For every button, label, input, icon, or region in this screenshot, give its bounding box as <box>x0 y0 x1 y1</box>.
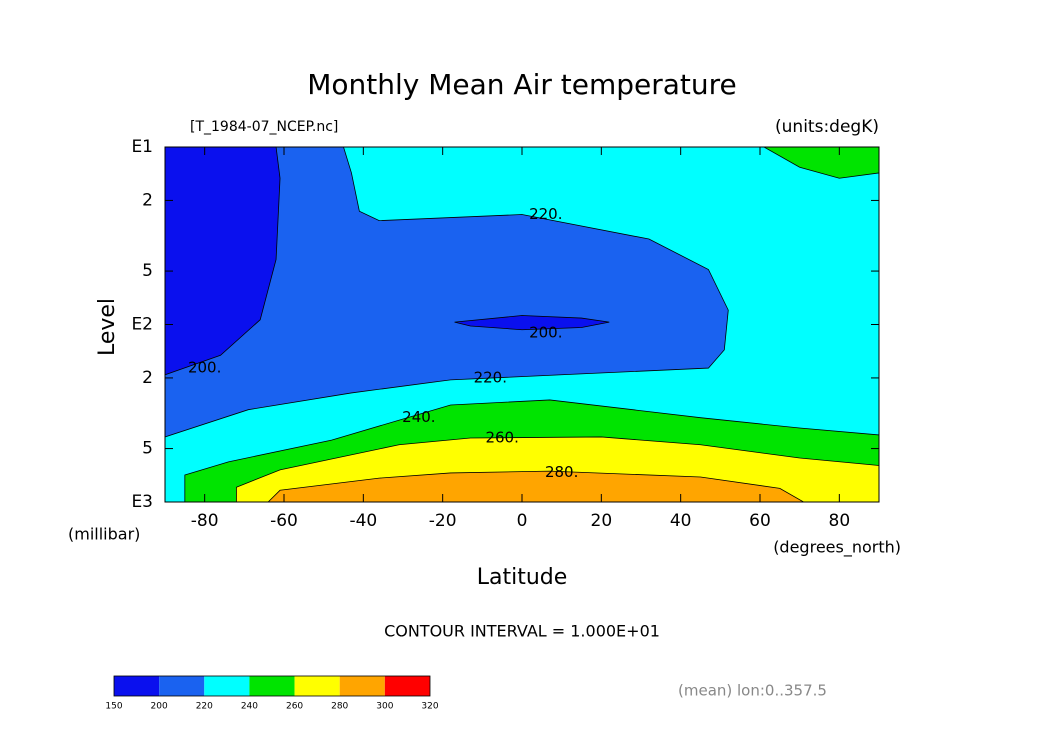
contour-region <box>763 147 879 179</box>
colorbar-segment <box>384 676 430 696</box>
x-tick-label: -20 <box>429 511 457 531</box>
contour-label: 220. <box>529 205 562 223</box>
colorbar-segment <box>159 676 205 696</box>
x-tick-label: 60 <box>749 511 771 531</box>
y-axis-label: Level <box>95 298 120 356</box>
x-tick-label: -80 <box>191 511 219 531</box>
x-tick-label: 80 <box>829 511 851 531</box>
contour-label: 280. <box>545 463 578 481</box>
y-tick-label: E1 <box>131 137 153 157</box>
colorbar-label: 240 <box>241 702 258 712</box>
y-tick-label: 5 <box>142 439 153 459</box>
contour-label: 220. <box>474 368 507 386</box>
x-tick-label: -40 <box>349 511 377 531</box>
contour-label: 240. <box>402 408 435 426</box>
colorbar-segment <box>294 676 340 696</box>
contour-region <box>165 147 729 438</box>
contour-label: 200. <box>529 324 562 342</box>
x-tick-label: -60 <box>270 511 298 531</box>
colorbar-label: 300 <box>376 702 393 712</box>
contour-label: 260. <box>485 429 518 447</box>
x-units: (degrees_north) <box>773 538 901 558</box>
y-tick-label: E3 <box>131 492 153 512</box>
contour-region <box>267 470 805 502</box>
units: (units:degK) <box>775 117 879 137</box>
footer: CONTOUR INTERVAL = 1.000E+01 <box>384 622 660 641</box>
colorbar-label: 260 <box>286 702 303 712</box>
contour-fill <box>165 147 879 502</box>
colorbar-segment <box>114 676 160 696</box>
y-tick-label: 2 <box>142 368 153 388</box>
colorbar-label: 200 <box>151 702 168 712</box>
colorbar-label: 150 <box>105 702 122 712</box>
y-tick-label: E2 <box>131 315 153 335</box>
contour-label: 200. <box>188 359 221 377</box>
dataset: [T_1984-07_NCEP.nc] <box>190 119 338 135</box>
y-tick-label: 2 <box>142 190 153 210</box>
x-tick-label: 0 <box>517 511 528 531</box>
x-tick-label: 40 <box>670 511 692 531</box>
colorbar-label: 320 <box>421 702 438 712</box>
y-units: (millibar) <box>68 525 140 544</box>
y-tick-label: 5 <box>142 261 153 281</box>
contour-region <box>165 147 281 376</box>
x-axis-label: Latitude <box>477 565 568 590</box>
note: (mean) lon:0..357.5 <box>678 682 827 700</box>
colorbar-label: 220 <box>196 702 213 712</box>
overlay: 220. 200. 200. 220. 240. 260. 280. -80 -60 -40 -20… <box>105 137 880 712</box>
colorbar-segment <box>249 676 295 696</box>
colorbar-label: 280 <box>331 702 348 712</box>
x-tick-label: 20 <box>591 511 613 531</box>
contour-region <box>454 315 610 331</box>
colorbar-frame <box>113 675 431 697</box>
colorbar-segment <box>339 676 385 696</box>
colorbar-segment <box>204 676 250 696</box>
chart-title: Monthly Mean Air temperature <box>307 68 737 101</box>
